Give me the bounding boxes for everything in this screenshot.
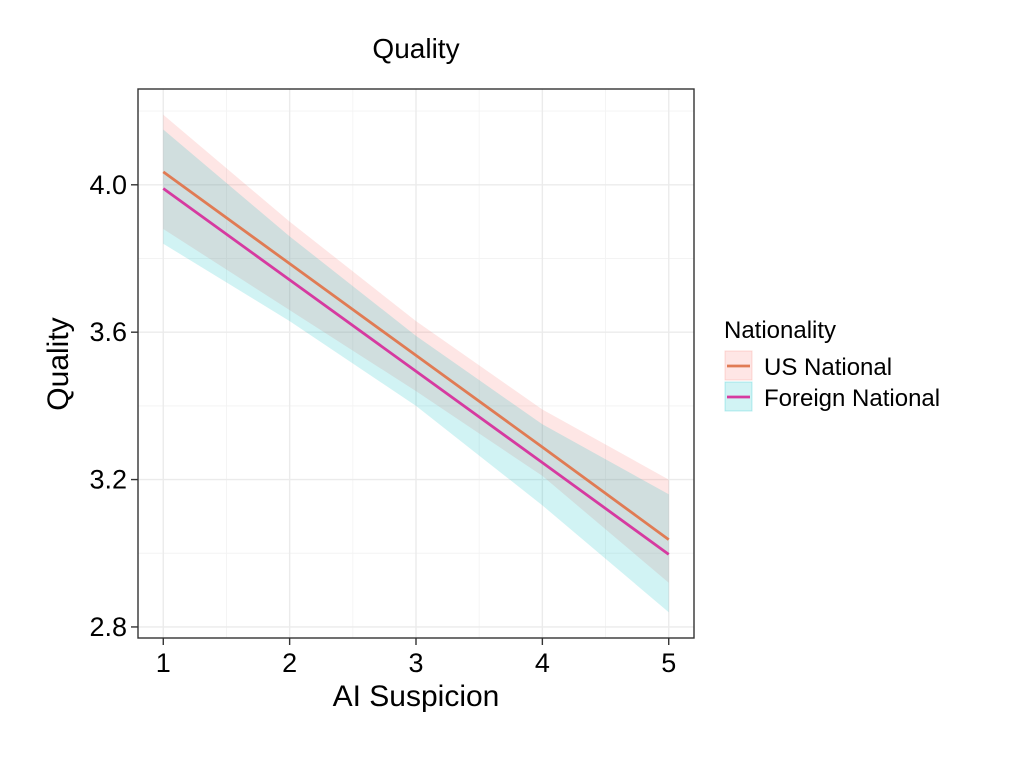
chart-title: Quality bbox=[372, 33, 459, 64]
x-tick-label: 3 bbox=[408, 648, 423, 678]
x-tick-label: 5 bbox=[661, 648, 676, 678]
y-tick-label: 2.8 bbox=[89, 612, 127, 642]
legend-title: Nationality bbox=[724, 317, 836, 344]
series-line-0 bbox=[162, 170, 670, 541]
y-tick-label: 3.6 bbox=[89, 317, 127, 347]
grid-layer bbox=[138, 89, 694, 638]
legend: Nationality US National Foreign National bbox=[724, 317, 940, 412]
y-tick-label: 4.0 bbox=[89, 170, 127, 200]
confidence-ribbon-0 bbox=[163, 114, 669, 583]
x-axis-title: AI Suspicion bbox=[333, 680, 500, 713]
tick-layer: 1 2 3 4 5 2.8 3.2 3.6 4.0 bbox=[89, 170, 676, 678]
legend-label-1: Foreign National bbox=[764, 385, 940, 412]
line-layer bbox=[162, 170, 670, 556]
x-tick-label: 2 bbox=[282, 648, 297, 678]
x-tick-label: 4 bbox=[535, 648, 550, 678]
y-tick-label: 3.2 bbox=[89, 465, 127, 495]
y-axis-title: Quality bbox=[42, 317, 75, 410]
series-line-1 bbox=[162, 187, 670, 556]
legend-label-0: US National bbox=[764, 354, 892, 381]
x-tick-label: 1 bbox=[156, 648, 171, 678]
